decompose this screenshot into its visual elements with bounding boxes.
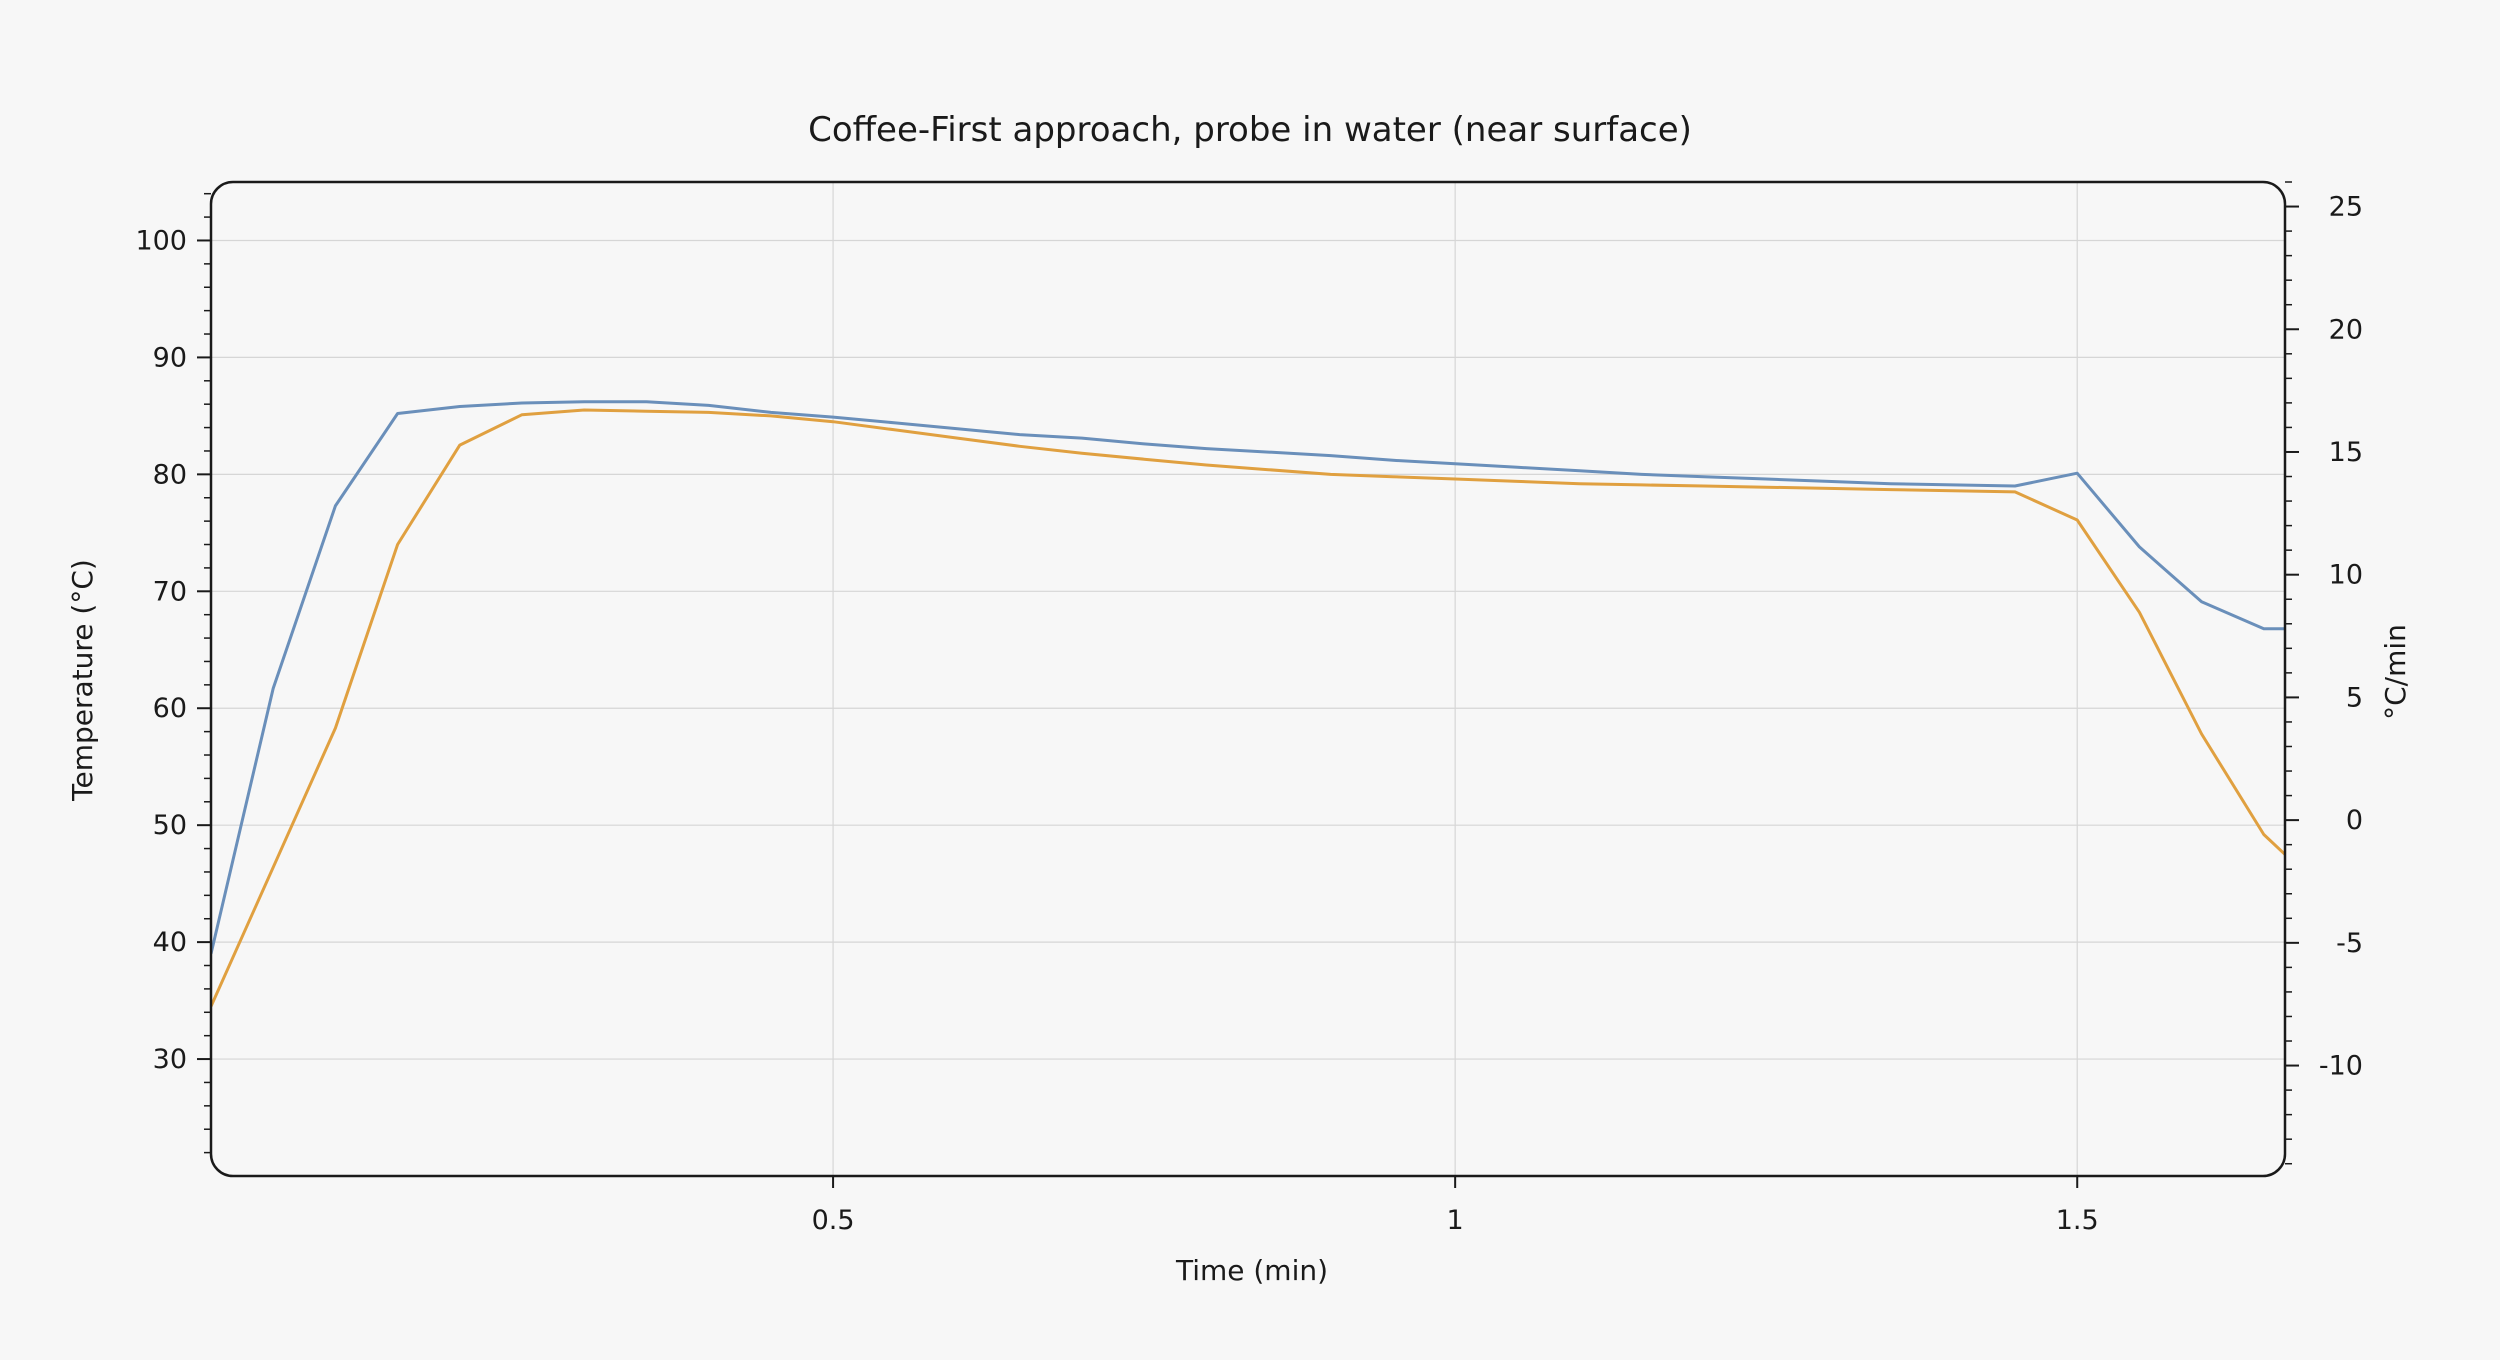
y2-tick-label: 10 xyxy=(2329,560,2363,591)
y-tick-label: 100 xyxy=(135,225,187,256)
y2-tick-label: 5 xyxy=(2346,682,2363,713)
x-tick-label: 1 xyxy=(1447,1205,1464,1236)
grid-lines xyxy=(211,182,2285,1176)
y-tick-label: 40 xyxy=(153,927,187,958)
y2-axis-title: °C/min xyxy=(2379,624,2412,720)
x-tick-label: 0.5 xyxy=(812,1205,855,1236)
y-tick-label: 90 xyxy=(153,342,187,373)
x-axis-title: Time (min) xyxy=(1175,1254,1328,1287)
y-tick-label: 50 xyxy=(153,810,187,841)
series-lines xyxy=(211,400,2285,1008)
y2-tick-label: -5 xyxy=(2336,928,2363,959)
series-line-2 xyxy=(211,408,2285,1008)
y-tick-label: 60 xyxy=(153,693,187,724)
y2-tick-label: 20 xyxy=(2329,314,2363,345)
y-tick-label: 80 xyxy=(153,459,187,490)
y2-tick-label: -10 xyxy=(2319,1051,2363,1082)
series-line-1 xyxy=(211,400,2285,955)
x-tick-label: 1.5 xyxy=(2056,1205,2099,1236)
y-axis-title: Temperature (°C) xyxy=(66,559,99,802)
chart-title: Coffee-First approach, probe in water (n… xyxy=(808,110,1692,150)
plot-frame xyxy=(209,180,2287,1178)
y2-tick-label: 15 xyxy=(2329,437,2363,468)
y2-tick-label: 0 xyxy=(2346,805,2363,836)
axis-ticks: 30 40 50 60 70 80 90 100 -10 -5 0 5 10 15 20 25 0.5 1 1.5 xyxy=(135,181,2363,1236)
y2-tick-label: 25 xyxy=(2329,192,2363,223)
y-tick-label: 70 xyxy=(153,576,187,607)
y-tick-label: 30 xyxy=(153,1044,187,1075)
